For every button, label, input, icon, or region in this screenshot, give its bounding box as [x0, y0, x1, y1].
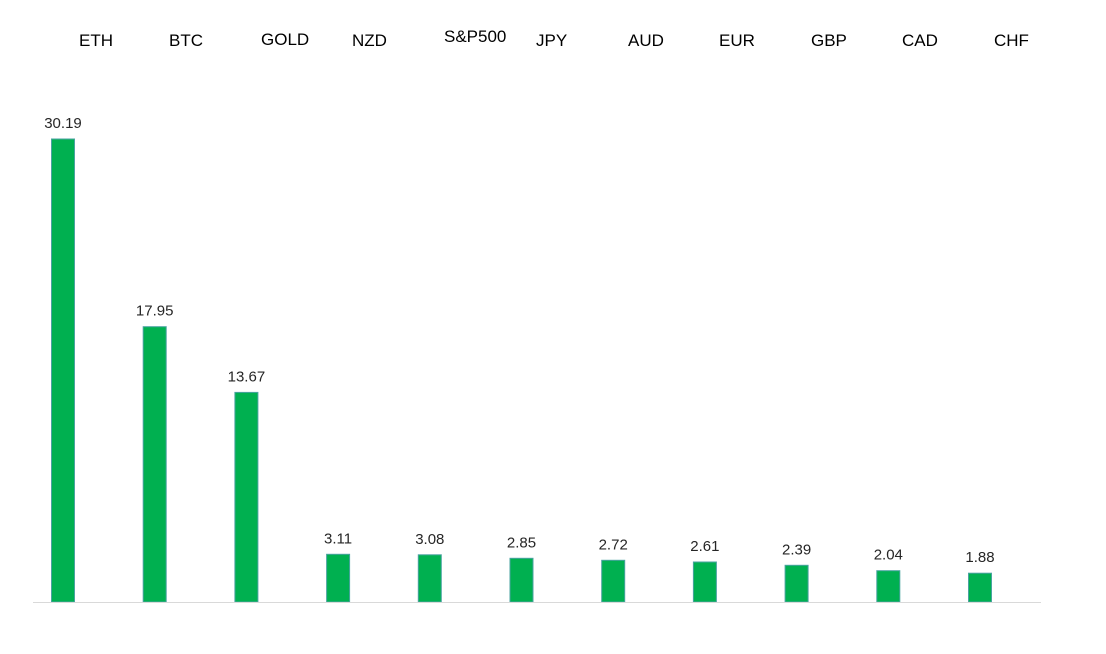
value-label: 17.95	[136, 303, 174, 320]
value-label: 30.19	[44, 115, 82, 132]
value-label: 2.61	[690, 538, 719, 555]
value-label: 1.88	[965, 549, 994, 566]
value-label: 2.85	[507, 534, 536, 551]
bar-aud	[601, 559, 626, 603]
bar-jpy	[509, 557, 534, 603]
value-label: 13.67	[228, 368, 266, 385]
bar-chf	[968, 572, 992, 603]
category-label: AUD	[628, 31, 664, 50]
value-label: 3.08	[415, 531, 444, 548]
value-label: 2.72	[599, 536, 628, 553]
category-labels-layer: ETH BTC GOLD NZD S&P500 JPY AUD EUR GBP CAD CHF	[79, 27, 1029, 50]
bar-gold	[234, 391, 259, 603]
bar-gbp	[784, 564, 809, 603]
category-label: BTC	[169, 31, 203, 50]
bar-btc	[142, 326, 167, 603]
category-label: GOLD	[261, 30, 309, 49]
category-label: S&P500	[444, 27, 506, 46]
bar-eur	[692, 561, 717, 603]
category-label: ETH	[79, 31, 113, 50]
value-label: 2.04	[874, 547, 903, 564]
category-label: CAD	[902, 31, 938, 50]
value-label: 2.39	[782, 541, 811, 558]
value-labels-layer: 30.19 17.95 13.67 3.11 3.08 2.85 2.72 2.61 2.39 2…	[44, 115, 994, 566]
category-label: NZD	[352, 31, 387, 50]
category-label: GBP	[811, 31, 847, 50]
bar-s-p500	[417, 554, 442, 603]
category-label: EUR	[719, 31, 755, 50]
bars-layer	[51, 138, 992, 603]
category-label: CHF	[994, 31, 1029, 50]
bar-cad	[876, 570, 901, 603]
bar-eth	[51, 138, 75, 603]
bar-nzd	[326, 553, 351, 603]
value-label: 3.11	[324, 530, 352, 547]
category-label: JPY	[536, 31, 567, 50]
